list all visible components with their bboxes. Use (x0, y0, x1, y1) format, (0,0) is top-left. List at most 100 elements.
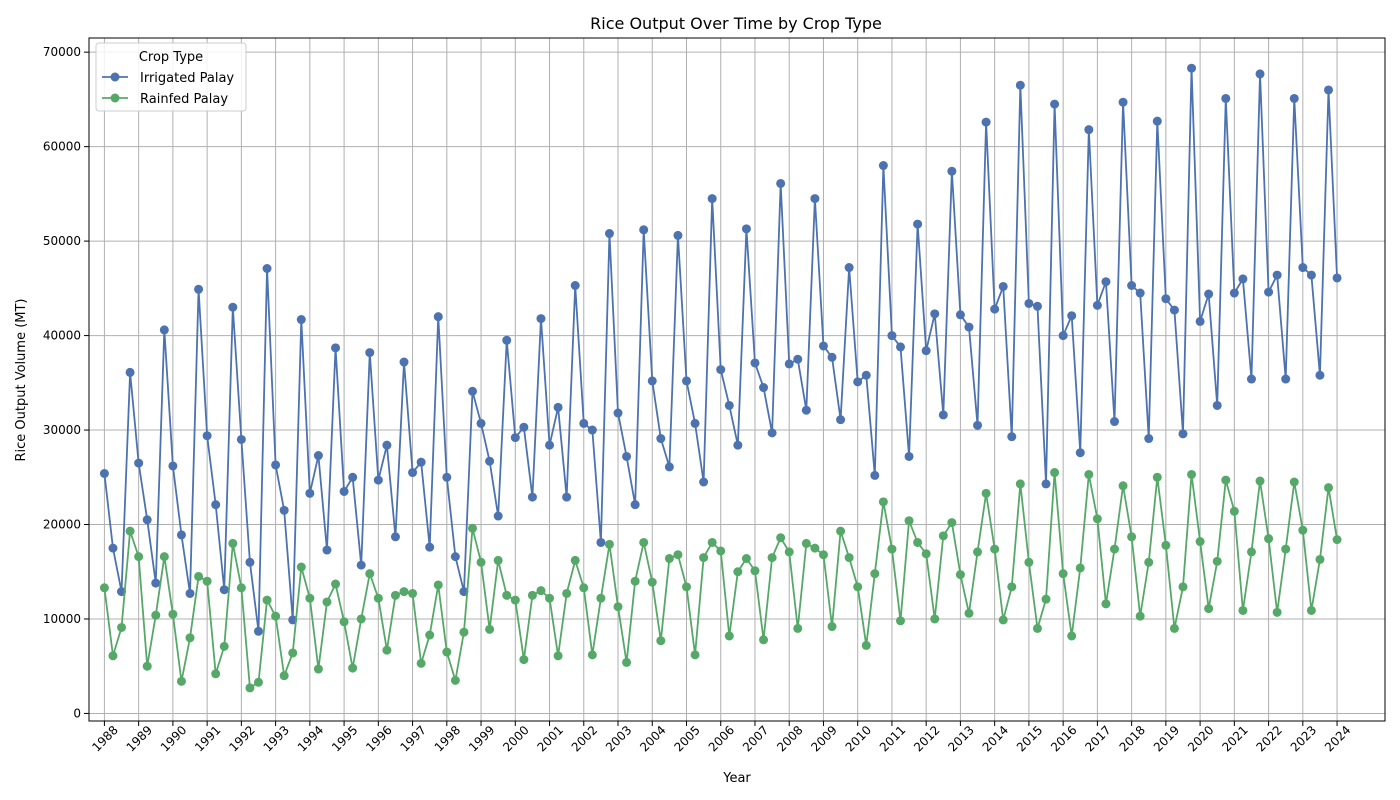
legend: Crop Type Irrigated Palay Rainfed Palay (95, 42, 247, 112)
data-point (853, 582, 863, 592)
data-point (818, 550, 828, 560)
data-point (1306, 270, 1316, 280)
data-point (810, 194, 820, 204)
data-point (228, 302, 238, 312)
data-point (955, 570, 965, 580)
data-point (622, 657, 632, 667)
data-point (776, 533, 786, 543)
data-point (604, 539, 614, 549)
data-point (622, 451, 632, 461)
data-point (570, 555, 580, 565)
data-point (1032, 623, 1042, 633)
data-point (159, 325, 169, 335)
data-point (99, 583, 109, 593)
data-point (433, 580, 443, 590)
data-point (1058, 331, 1068, 341)
y-tick-label: 10000 (43, 612, 81, 626)
data-point (399, 357, 409, 367)
data-point (759, 383, 769, 393)
data-point (1067, 311, 1077, 321)
data-point (236, 434, 246, 444)
data-point (305, 488, 315, 498)
data-point (921, 549, 931, 559)
data-point (1324, 483, 1334, 493)
data-point (1110, 417, 1120, 427)
data-point (801, 405, 811, 415)
data-point (450, 552, 460, 562)
data-point (502, 590, 512, 600)
data-point (844, 553, 854, 563)
data-point (699, 477, 709, 487)
data-point (1127, 532, 1137, 542)
data-point (947, 518, 957, 528)
data-point (724, 631, 734, 641)
data-point (1075, 448, 1085, 458)
data-point (759, 635, 769, 645)
data-point (716, 365, 726, 375)
data-point (108, 651, 118, 661)
data-point (467, 386, 477, 396)
data-point (1169, 305, 1179, 315)
data-point (1289, 93, 1299, 103)
y-tick-label: 70000 (43, 45, 81, 59)
data-point (1118, 97, 1128, 107)
data-point (1178, 429, 1188, 439)
data-point (1187, 63, 1197, 73)
data-point (921, 346, 931, 356)
data-point (527, 492, 537, 502)
data-point (904, 516, 914, 526)
data-point (784, 359, 794, 369)
data-point (1332, 273, 1342, 283)
data-point (151, 578, 161, 588)
data-point (1067, 631, 1077, 641)
data-point (313, 664, 323, 674)
data-point (1075, 563, 1085, 573)
data-point (673, 550, 683, 560)
legend-label: Rainfed Palay (140, 92, 228, 107)
data-point (784, 547, 794, 557)
data-point (570, 281, 580, 291)
data-point (168, 461, 178, 471)
data-point (1281, 374, 1291, 384)
data-point (442, 472, 452, 482)
data-point (253, 677, 263, 687)
data-point (664, 554, 674, 564)
series-layer (99, 63, 1342, 693)
data-point (339, 617, 349, 627)
data-point (519, 422, 529, 432)
data-point (425, 630, 435, 640)
data-point (870, 470, 880, 480)
data-point (339, 486, 349, 496)
data-point (1238, 274, 1248, 284)
data-point (681, 582, 691, 592)
data-point (673, 230, 683, 240)
data-point (1015, 479, 1025, 489)
data-point (442, 647, 452, 657)
data-point (553, 651, 563, 661)
data-point (159, 552, 169, 562)
data-point (416, 658, 426, 668)
data-point (656, 636, 666, 646)
data-point (202, 431, 212, 441)
data-point (493, 511, 503, 521)
series-irrigated-palay (99, 63, 1342, 636)
data-point (1050, 468, 1060, 478)
data-point (331, 579, 341, 589)
data-point (596, 593, 606, 603)
data-point (998, 281, 1008, 291)
data-point (913, 537, 923, 547)
data-point (716, 546, 726, 556)
data-point (579, 418, 589, 428)
data-point (1024, 557, 1034, 567)
data-point (245, 557, 255, 567)
data-point (1187, 469, 1197, 479)
data-point (1272, 607, 1282, 617)
data-point (1058, 569, 1068, 579)
data-point (1315, 370, 1325, 380)
data-point (502, 335, 512, 345)
data-point (964, 608, 974, 618)
data-point (296, 562, 306, 572)
data-point (151, 610, 161, 620)
data-point (973, 420, 983, 430)
